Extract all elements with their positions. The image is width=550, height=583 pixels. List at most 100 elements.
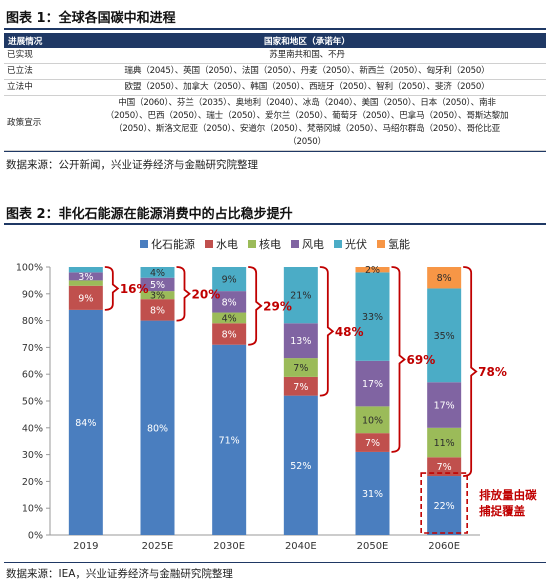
- table-bottom-rule: [4, 151, 546, 152]
- y-tick-label: 50%: [22, 397, 43, 408]
- bar-segment-风电: [140, 277, 175, 292]
- x-tick-label: 2040E: [285, 541, 317, 552]
- y-tick-label: 0%: [28, 531, 43, 542]
- bar-data-label: 10%: [362, 415, 383, 426]
- legend-swatch: [205, 240, 213, 248]
- bar-segment-化石能源: [427, 476, 462, 535]
- bar-data-label: 11%: [434, 438, 455, 449]
- legend-swatch: [377, 240, 385, 248]
- bar-data-label: 4%: [150, 268, 165, 279]
- table-row: 立法中 欧盟（2050）、加拿大（2050）、韩国（2050）、西班牙（2050）…: [4, 79, 546, 96]
- bar-segment-光伏: [212, 267, 247, 292]
- figure2-source: 数据来源：IEA，兴业证券经济与金融研究院整理: [6, 568, 233, 580]
- bar-segment-风电: [68, 272, 103, 281]
- bar-segment-光伏: [68, 267, 103, 273]
- bar-data-label: 80%: [147, 423, 168, 434]
- bar-data-label: 13%: [290, 336, 311, 347]
- legend-swatch: [248, 240, 256, 248]
- bar-segment-风电: [355, 360, 390, 407]
- bar-data-label: 8%: [222, 330, 237, 341]
- bar-segment-风电: [283, 323, 318, 359]
- bar-data-label: 52%: [290, 461, 311, 472]
- brace-label: 16%: [120, 282, 149, 296]
- table-header-countries: 国家和地区（承诺年）: [68, 33, 546, 48]
- brace-2019: [104, 266, 120, 311]
- row-countries-line: 苏里南共和国、不丹: [269, 50, 345, 60]
- legend-swatch: [291, 240, 299, 248]
- y-tick-label: 60%: [22, 370, 43, 381]
- bar-segment-光伏: [283, 267, 318, 324]
- legend-label: 风电: [302, 238, 324, 251]
- bar-segment-核电: [355, 406, 390, 434]
- ccs-annotation-line2: 捕捉覆盖: [479, 504, 525, 518]
- bar-data-label: 22%: [434, 501, 455, 512]
- brace-2050E: [391, 266, 406, 453]
- ccs-dashed-box: [420, 472, 468, 534]
- bar-data-label: 8%: [437, 273, 452, 284]
- bar-segment-光伏: [355, 272, 390, 361]
- y-tick-label: 70%: [22, 343, 43, 354]
- y-tick-label: 30%: [22, 450, 43, 461]
- bar-data-label: 21%: [290, 291, 311, 302]
- y-tick-label: 10%: [22, 504, 43, 515]
- brace-label: 78%: [478, 365, 507, 379]
- bar-data-label: 3%: [78, 272, 93, 283]
- legend-item: 核电: [248, 236, 281, 252]
- x-tick-label: 2030E: [213, 541, 245, 552]
- brace-label: 29%: [263, 299, 292, 313]
- chart-legend: 化石能源 水电 核电 风电 光伏 氢能: [0, 236, 550, 252]
- row-countries: 中国（2060）、芬兰（2035）、奥地利（2040）、冰岛（2040）、美国（…: [68, 95, 546, 151]
- row-countries-line: 瑞典（2045）、英国（2050）、法国（2050）、丹麦（2050）、新西兰（…: [124, 66, 490, 76]
- x-tick-label: 2060E: [428, 541, 460, 552]
- chart-bottom-rule: [4, 562, 546, 563]
- y-tick-label: 40%: [22, 423, 43, 434]
- bar-data-label: 17%: [434, 401, 455, 412]
- row-countries-line: （2050）: [288, 137, 326, 147]
- bar-segment-核电: [427, 427, 462, 458]
- bar-segment-化石能源: [68, 309, 103, 535]
- row-status: 政策宣示: [4, 95, 68, 151]
- x-tick-label: 2025E: [142, 541, 174, 552]
- bar-segment-水电: [283, 376, 318, 396]
- row-countries: 瑞典（2045）、英国（2050）、法国（2050）、丹麦（2050）、新西兰（…: [68, 63, 546, 80]
- bar-data-label: 2%: [365, 265, 380, 276]
- figure1-title: 图表 1：全球各国碳中和进程: [6, 11, 176, 26]
- legend-item: 光伏: [334, 236, 367, 252]
- table-header-status: 进展情况: [4, 33, 68, 48]
- bar-data-label: 9%: [78, 293, 93, 304]
- table-header-row: 进展情况 国家和地区（承诺年）: [4, 33, 546, 48]
- bar-data-label: 35%: [434, 331, 455, 342]
- bar-segment-核电: [140, 291, 175, 300]
- legend-swatch: [334, 240, 342, 248]
- ccs-annotation-line1: 排放量由碳: [479, 488, 537, 502]
- y-tick-label: 90%: [22, 289, 43, 300]
- brace-label: 20%: [192, 287, 221, 301]
- bar-data-label: 71%: [219, 435, 240, 446]
- figure1-source: 数据来源：公开新闻，兴业证券经济与金融研究院整理: [6, 159, 258, 171]
- bar-segment-水电: [427, 457, 462, 477]
- bar-data-label: 7%: [437, 462, 452, 473]
- legend-label: 核电: [259, 238, 281, 251]
- bar-segment-光伏: [427, 288, 462, 383]
- row-status: 立法中: [4, 79, 68, 96]
- legend-label: 氢能: [388, 238, 410, 251]
- bar-segment-风电: [212, 291, 247, 313]
- bar-data-label: 3%: [150, 291, 165, 302]
- y-tick-label: 20%: [22, 477, 43, 488]
- bar-segment-氢能: [427, 267, 462, 289]
- bar-data-label: 8%: [222, 297, 237, 308]
- bar-data-label: 8%: [150, 305, 165, 316]
- bar-data-label: 7%: [293, 382, 308, 393]
- bar-data-label: 5%: [150, 280, 165, 291]
- bar-segment-核电: [283, 358, 318, 377]
- bar-segment-氢能: [355, 267, 390, 273]
- brace-label: 48%: [335, 325, 364, 339]
- legend-item: 水电: [205, 236, 238, 252]
- energy-share-chart: 0% 10% 20% 30% 40% 50% 60% 70% 80% 90% 100% 84% 9% 3%…: [16, 263, 537, 553]
- row-countries-line: 欧盟（2050）、加拿大（2050）、韩国（2050）、西班牙（2050）、智利…: [124, 82, 490, 92]
- bar-data-label: 7%: [293, 363, 308, 374]
- bar-segment-化石能源: [140, 320, 175, 535]
- bar-segment-水电: [140, 299, 175, 321]
- legend-swatch: [140, 240, 148, 248]
- row-countries-line: （2050）、巴西（2050）、瑞士（2050）、爱尔兰（2050）、葡萄牙（2…: [105, 111, 509, 121]
